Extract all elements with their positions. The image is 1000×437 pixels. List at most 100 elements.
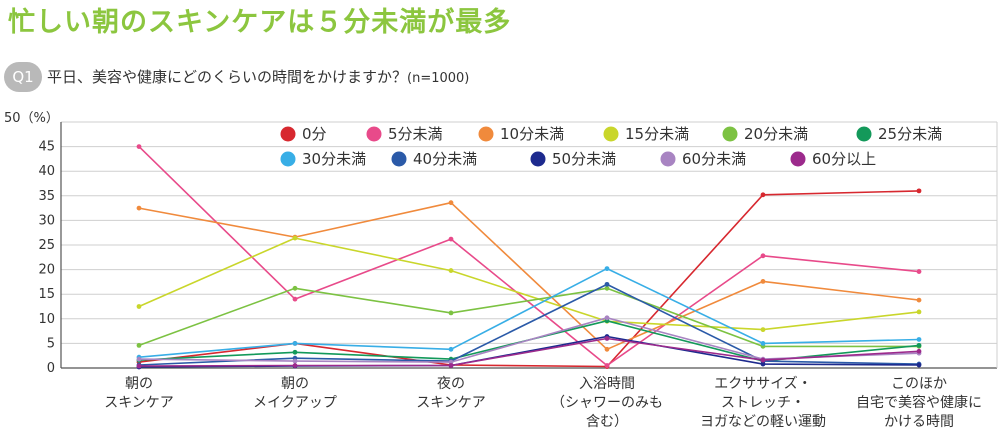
data-point <box>292 349 298 355</box>
data-point <box>136 144 142 150</box>
legend-item: 15分未満 <box>603 125 689 143</box>
series-line <box>138 337 920 367</box>
data-point <box>136 342 142 348</box>
legend-marker <box>603 126 619 142</box>
y-tick-label: 15 <box>38 287 55 302</box>
series-line <box>138 237 920 331</box>
data-point <box>916 188 922 194</box>
legend-item: 0分 <box>280 125 327 143</box>
data-point <box>604 315 610 321</box>
data-point <box>916 362 922 368</box>
data-point <box>916 269 922 274</box>
y-tick-label: 0 <box>47 361 55 376</box>
data-point <box>760 253 766 259</box>
data-point <box>604 363 610 368</box>
series-line <box>138 201 920 351</box>
data-point <box>604 266 610 272</box>
y-tick-label: 5 <box>47 336 55 351</box>
data-point <box>916 297 922 303</box>
data-point <box>604 336 610 341</box>
data-point <box>916 337 922 342</box>
legend-label: 25分未満 <box>878 125 942 143</box>
question-text: 平日、美容や健康にどのくらいの時間をかけますか？(n=1000) <box>47 62 469 94</box>
legend-label: 10分未満 <box>500 125 564 143</box>
y-tick-label: 30 <box>38 213 55 228</box>
legend-label: 60分以上 <box>812 150 876 168</box>
question-label: 平日、美容や健康にどのくらいの時間をかけますか？ <box>47 68 408 86</box>
data-point <box>448 346 454 352</box>
legend-item: 60分以上 <box>790 150 876 168</box>
data-point <box>760 357 766 363</box>
legend-label: 60分未満 <box>682 150 746 168</box>
legend-label: 5分未満 <box>388 125 443 143</box>
data-point <box>136 304 142 309</box>
data-point <box>292 296 298 302</box>
chart-grid <box>61 121 997 344</box>
legend-item: 25分未満 <box>856 125 942 143</box>
legend-marker <box>366 126 382 142</box>
y-tick-label: 20 <box>38 263 55 278</box>
legend-marker <box>280 151 296 167</box>
data-point <box>604 346 610 352</box>
legend-item: 30分未満 <box>280 150 366 168</box>
legend-label: 15分未満 <box>625 125 689 143</box>
data-point <box>292 341 298 346</box>
series-line <box>138 283 920 366</box>
legend-marker <box>790 151 806 167</box>
legend-marker <box>391 151 407 167</box>
x-category-label: 入浴時間（シャワーのみも含む） <box>551 376 663 430</box>
data-point <box>136 356 142 362</box>
y-tick-label: 40 <box>38 164 55 179</box>
legend-marker <box>722 126 738 142</box>
data-point <box>916 348 922 354</box>
data-point <box>448 268 454 273</box>
legend-item: 50分未満 <box>530 150 616 168</box>
data-point <box>136 205 142 211</box>
legend-marker <box>280 126 296 142</box>
y-tick-label: 25 <box>38 238 55 253</box>
y-axis-label: 50（%） <box>4 111 59 126</box>
y-tick-label: 45 <box>38 140 55 155</box>
data-point <box>448 363 454 368</box>
series-line <box>138 267 920 358</box>
legend-label: 0分 <box>302 125 327 143</box>
data-point <box>136 363 142 369</box>
legend-marker <box>660 151 676 167</box>
data-point <box>760 327 766 333</box>
data-point <box>448 200 454 206</box>
x-category-label: 夜のスキンケア <box>416 376 486 411</box>
legend-item: 5分未満 <box>366 125 443 143</box>
data-point <box>292 235 298 241</box>
y-tick-label: 10 <box>38 312 55 327</box>
legend-label: 40分未満 <box>413 150 477 168</box>
x-category-label: 朝のメイクアップ <box>253 376 337 411</box>
chart-axes: 0 5 10 15 20 25 30 35 40 45 <box>38 122 998 376</box>
legend-label: 50分未満 <box>552 150 616 168</box>
question-badge: Q1 <box>4 62 42 92</box>
data-point <box>760 361 766 367</box>
data-point <box>448 359 454 365</box>
data-point <box>760 279 766 284</box>
data-point <box>604 281 610 287</box>
data-point <box>292 358 298 364</box>
data-point <box>292 285 298 291</box>
series-line <box>138 146 920 367</box>
x-axis-labels: 朝のスキンケア 朝のメイクアップ 夜のスキンケア 入浴時間（シャワーのみも含む） エクサ… <box>104 376 982 430</box>
legend-label: 20分未満 <box>744 125 808 143</box>
series-lines <box>136 144 922 370</box>
legend-marker <box>478 126 494 142</box>
sample-size: (n=1000) <box>407 71 470 86</box>
data-point <box>448 310 454 316</box>
y-tick-label: 35 <box>38 189 55 204</box>
data-point <box>292 363 298 368</box>
data-point <box>604 285 610 291</box>
data-point <box>916 342 922 348</box>
series-line <box>138 190 920 368</box>
legend-item: 10分未満 <box>478 125 564 143</box>
legend-item: 20分未満 <box>722 125 808 143</box>
chart-legend: 0分 5分未満 10分未満 15分未満 20分未満 25分未満 30分未満 40分未満 50分未… <box>280 125 942 168</box>
legend-marker <box>530 151 546 167</box>
data-point <box>760 192 766 198</box>
data-point <box>916 309 922 315</box>
